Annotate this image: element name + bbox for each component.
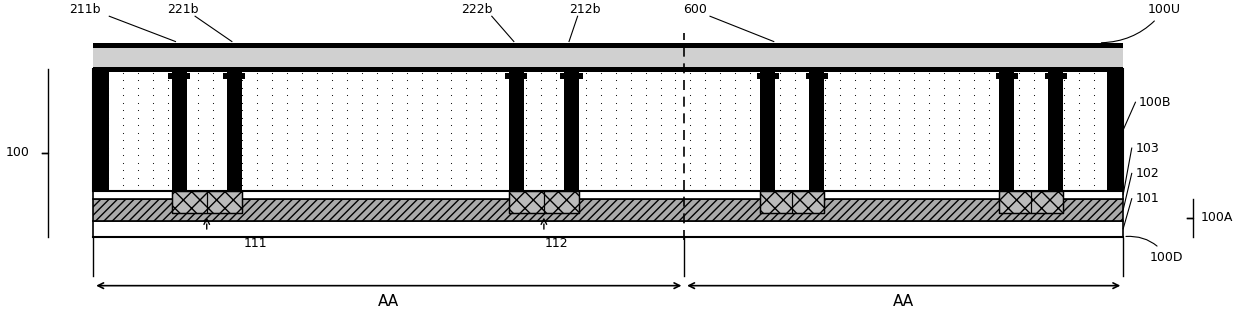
- Text: 100A: 100A: [1200, 211, 1233, 224]
- Text: 112: 112: [544, 237, 568, 250]
- Bar: [760, 71, 775, 191]
- Bar: [172, 71, 186, 191]
- Bar: [544, 191, 579, 213]
- Bar: [760, 191, 825, 213]
- Bar: [223, 73, 246, 79]
- Bar: [508, 191, 544, 213]
- Text: 103: 103: [1136, 142, 1159, 155]
- Bar: [93, 69, 109, 191]
- Text: 211b: 211b: [69, 3, 100, 16]
- Bar: [93, 199, 1123, 221]
- Bar: [93, 69, 1123, 191]
- Text: 212b: 212b: [569, 3, 600, 16]
- Text: 101: 101: [1136, 192, 1159, 205]
- Bar: [508, 71, 523, 191]
- Bar: [1045, 73, 1066, 79]
- Bar: [508, 191, 579, 213]
- Bar: [999, 191, 1063, 213]
- Bar: [756, 73, 779, 79]
- Bar: [172, 191, 242, 213]
- Bar: [172, 191, 207, 213]
- Bar: [1032, 191, 1063, 213]
- Text: 100: 100: [5, 146, 30, 159]
- Text: 102: 102: [1136, 167, 1159, 180]
- Bar: [505, 73, 527, 79]
- Text: 222b: 222b: [461, 3, 492, 16]
- Bar: [227, 71, 242, 191]
- Bar: [560, 73, 583, 79]
- Bar: [760, 191, 792, 213]
- Bar: [93, 191, 1123, 199]
- Bar: [93, 45, 1123, 69]
- Bar: [999, 71, 1014, 191]
- Bar: [996, 73, 1018, 79]
- Bar: [806, 73, 828, 79]
- Bar: [1048, 71, 1063, 191]
- Bar: [792, 191, 825, 213]
- Bar: [999, 191, 1032, 213]
- Bar: [93, 44, 1123, 48]
- Text: 100D: 100D: [1126, 236, 1184, 264]
- Bar: [1107, 69, 1123, 191]
- Text: AA: AA: [893, 294, 914, 309]
- Text: AA: AA: [378, 294, 399, 309]
- Bar: [564, 71, 579, 191]
- Bar: [207, 191, 242, 213]
- Bar: [169, 73, 190, 79]
- Text: 100B: 100B: [1140, 96, 1172, 109]
- Text: 100U: 100U: [1101, 3, 1180, 43]
- Bar: [93, 68, 1123, 72]
- Text: 111: 111: [244, 237, 268, 250]
- Text: 221b: 221b: [167, 3, 198, 16]
- Bar: [810, 71, 825, 191]
- Text: 600: 600: [683, 3, 707, 16]
- Bar: [93, 221, 1123, 237]
